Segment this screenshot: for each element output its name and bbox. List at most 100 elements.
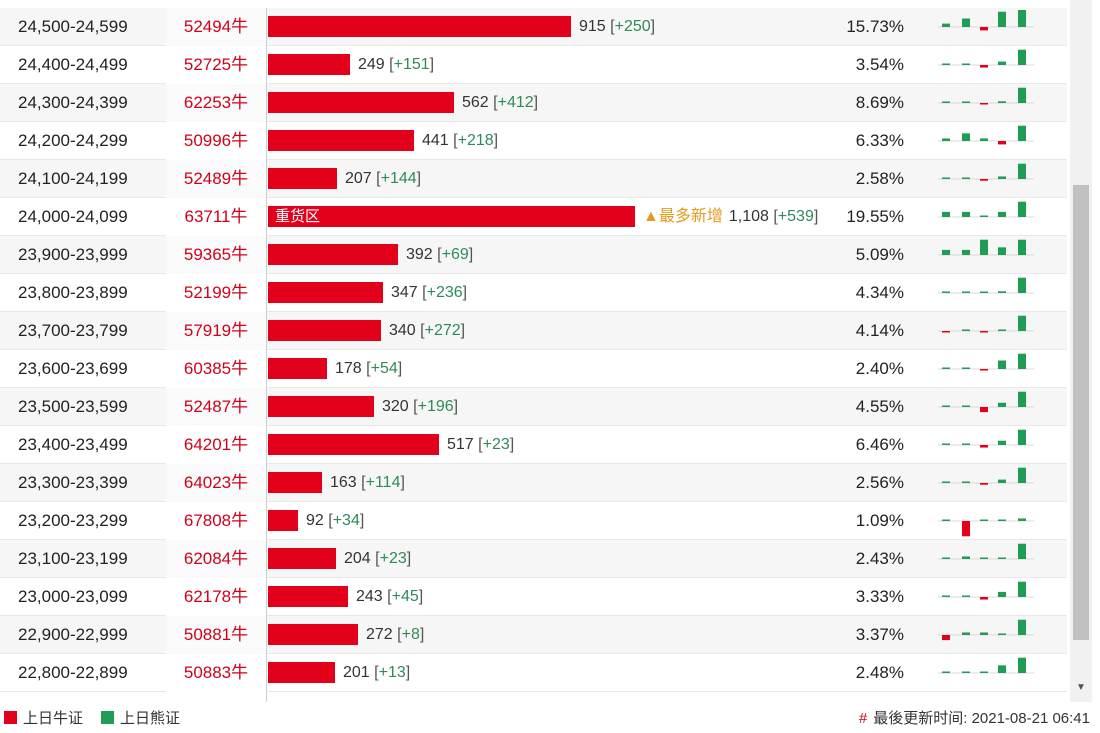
table-row[interactable]: 23,400-23,499 64201牛 517 [+23] 6.46% [0, 426, 1067, 464]
cbbc-code-link[interactable]: 62084牛 [166, 540, 266, 578]
scroll-down-arrow-icon[interactable]: ▼ [1076, 682, 1086, 693]
bracket-close: ] [359, 512, 365, 529]
table-row[interactable]: 24,000-24,099 63711牛 重货区 ▲最多新增 1,108 [+539] 1… [0, 198, 1067, 236]
table-row[interactable]: 24,500-24,599 52494牛 915 [+250] 15.73% [0, 8, 1067, 46]
cbbc-code-link[interactable]: 62178牛 [166, 578, 266, 616]
cbbc-code-link[interactable]: 50996牛 [166, 122, 266, 160]
price-range: 23,800-23,899 [18, 283, 128, 302]
price-range: 23,300-23,399 [18, 473, 128, 492]
sparkline-bar [998, 101, 1006, 103]
sparkline-bar [942, 63, 950, 65]
cbbc-code-link[interactable]: 60385牛 [166, 350, 266, 388]
sparkline-bar [942, 557, 950, 559]
cbbc-code-link[interactable]: 57919牛 [166, 312, 266, 350]
legend-bull: 上日牛证 [4, 710, 83, 728]
sparkline-bar [962, 521, 970, 537]
bracket-close: ] [533, 94, 539, 111]
sparkline-bar [942, 211, 950, 217]
sparkline-bar [998, 633, 1006, 635]
percentage: 8.69% [855, 93, 904, 112]
quantity-change: +13 [378, 664, 406, 681]
sparkline-bar [998, 440, 1006, 445]
trend-sparkline [938, 391, 1034, 413]
bracket-open: [ [422, 284, 427, 301]
sparkline-bar [998, 247, 1006, 255]
table-row[interactable]: 24,100-24,199 52489牛 207 [+144] 2.58% [0, 160, 1067, 198]
sparkline-bar [980, 483, 988, 485]
trend-sparkline [938, 467, 1034, 485]
sparkline-bar [942, 249, 950, 255]
quantity-bar-area: 392 [+69] [266, 236, 836, 274]
table-row[interactable]: 23,800-23,899 52199牛 347 [+236] 4.34% [0, 274, 1067, 312]
table-row[interactable]: 23,700-23,799 57919牛 340 [+272] 4.14% [0, 312, 1067, 350]
quantity-value: 178 [335, 360, 362, 377]
sparkline-bar [980, 291, 988, 293]
bracket-close: ] [397, 360, 403, 377]
bracket-open: [ [437, 246, 442, 263]
cbbc-code-link[interactable]: 50883牛 [166, 654, 266, 692]
table-row[interactable]: 23,500-23,599 52487牛 320 [+196] 4.55% [0, 388, 1067, 426]
bracket-open: [ [478, 436, 483, 453]
bracket-close: ] [453, 398, 459, 415]
quantity-label: 347 [+236] [391, 274, 467, 312]
percentage: 1.09% [855, 511, 904, 530]
cbbc-code-link[interactable]: 64023牛 [166, 464, 266, 502]
bracket-open: [ [361, 474, 366, 491]
sparkline-bar [980, 331, 988, 333]
quantity-bar [268, 244, 398, 265]
sparkline-bar [1018, 163, 1026, 179]
sparkline-bar [962, 291, 970, 293]
table-row[interactable]: 23,000-23,099 62178牛 243 [+45] 3.33% [0, 578, 1067, 616]
sparkline-bar [980, 671, 988, 673]
table-row[interactable]: 23,900-23,999 59365牛 392 [+69] 5.09% [0, 236, 1067, 274]
quantity-bar: 重货区 [268, 206, 635, 227]
quantity-change: +54 [370, 360, 398, 377]
cbbc-code-link[interactable]: 64201牛 [166, 426, 266, 464]
sparkline-bar [998, 211, 1006, 217]
cbbc-code-link[interactable]: 63711牛 [166, 198, 266, 236]
cbbc-code-link[interactable]: 52199牛 [166, 274, 266, 312]
vertical-scrollbar[interactable]: ▼ [1070, 0, 1092, 702]
quantity-change: +196 [417, 398, 454, 415]
sparkline-bar [962, 443, 970, 445]
table-row[interactable]: 24,300-24,399 62253牛 562 [+412] 8.69% [0, 84, 1067, 122]
sparkline-bar [998, 479, 1006, 483]
trend-sparkline [938, 277, 1034, 294]
cbbc-code-link[interactable]: 50881牛 [166, 616, 266, 654]
sparkline-bar [1018, 10, 1026, 27]
footer-bar: 上日牛证 上日熊证 # 最後更新时间: 2021-08-21 06:41 [0, 704, 1100, 733]
price-range: 23,100-23,199 [18, 549, 128, 568]
scrollbar-thumb[interactable] [1073, 185, 1089, 640]
table-row[interactable]: 22,800-22,899 50883牛 201 [+13] 2.48% [0, 654, 1067, 692]
cbbc-code-link[interactable]: 52494牛 [166, 8, 266, 46]
cbbc-code-link[interactable]: 52725牛 [166, 46, 266, 84]
percentage: 4.14% [855, 321, 904, 340]
sparkline-bar [942, 23, 950, 27]
quantity-bar-area: 243 [+45] [266, 578, 836, 616]
sparkline-bar [962, 63, 970, 65]
cbbc-code-link[interactable]: 67808牛 [166, 502, 266, 540]
table-row[interactable]: 24,200-24,299 50996牛 441 [+218] 6.33% [0, 122, 1067, 160]
quantity-bar [268, 320, 381, 341]
table-row[interactable]: 22,900-22,999 50881牛 272 [+8] 3.37% [0, 616, 1067, 654]
price-range: 22,800-22,899 [18, 663, 128, 682]
cbbc-code-link[interactable]: 59365牛 [166, 236, 266, 274]
quantity-bar-area: 201 [+13] [266, 654, 836, 692]
bracket-close: ] [493, 132, 499, 149]
sparkline-bar [1018, 581, 1026, 597]
table-row[interactable]: 23,300-23,399 64023牛 163 [+114] 2.56% [0, 464, 1067, 502]
quantity-bar-area: 207 [+144] [266, 160, 836, 198]
quantity-label: 178 [+54] [335, 350, 402, 388]
percentage: 2.58% [855, 169, 904, 188]
quantity-label: 243 [+45] [356, 578, 423, 616]
table-row[interactable]: 23,100-23,199 62084牛 204 [+23] 2.43% [0, 540, 1067, 578]
quantity-label: 201 [+13] [343, 654, 410, 692]
table-row[interactable]: 23,200-23,299 67808牛 92 [+34] 1.09% [0, 502, 1067, 540]
sparkline-bar [998, 402, 1006, 407]
table-row[interactable]: 24,400-24,499 52725牛 249 [+151] 3.54% [0, 46, 1067, 84]
sparkline-bar [980, 557, 988, 559]
cbbc-code-link[interactable]: 52489牛 [166, 160, 266, 198]
cbbc-code-link[interactable]: 52487牛 [166, 388, 266, 426]
cbbc-code-link[interactable]: 62253牛 [166, 84, 266, 122]
table-row[interactable]: 23,600-23,699 60385牛 178 [+54] 2.40% [0, 350, 1067, 388]
